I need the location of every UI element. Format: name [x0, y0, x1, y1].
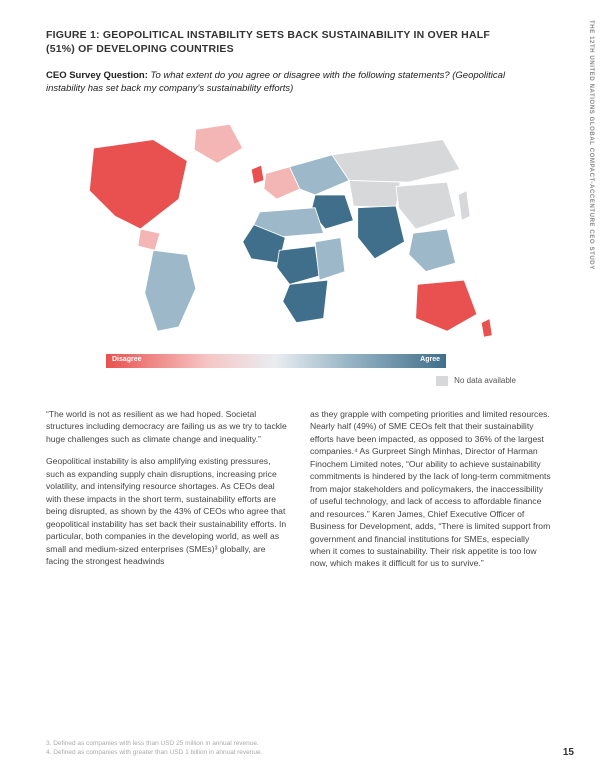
region-central-africa: [277, 246, 320, 284]
region-south-asia: [358, 206, 405, 259]
region-central-america: [138, 229, 160, 250]
region-south-america: [145, 250, 196, 331]
region-central-asia: [349, 180, 400, 207]
legend-disagree-label: Disagree: [112, 356, 142, 363]
body-paragraph: “The world is not as resilient as we had…: [46, 408, 288, 445]
region-southern-africa: [283, 280, 328, 323]
body-column-right: as they grapple with competing prioritie…: [310, 408, 552, 580]
footnote: 4. Defined as companies with greater tha…: [46, 749, 262, 758]
footnote: 3. Defined as companies with less than U…: [46, 740, 262, 749]
region-new-zealand: [481, 318, 492, 337]
region-russia: [332, 140, 460, 183]
legend-agree-label: Agree: [420, 356, 440, 363]
region-north-america: [89, 140, 187, 229]
body-columns: “The world is not as resilient as we had…: [46, 408, 552, 580]
question-label: CEO Survey Question:: [46, 70, 148, 81]
body-column-left: “The world is not as resilient as we had…: [46, 408, 288, 580]
region-greenland: [194, 124, 243, 163]
region-uk-ireland: [251, 165, 264, 184]
region-china: [396, 182, 456, 229]
region-east-africa: [315, 237, 345, 280]
legend-gradient-bar: Disagree Agree: [106, 354, 446, 368]
nodata-label: No data available: [454, 376, 516, 385]
region-australia: [416, 280, 477, 331]
nodata-swatch: [436, 376, 448, 386]
page-content: FIGURE 1: GEOPOLITICAL INSTABILITY SETS …: [0, 0, 600, 592]
footnotes: 3. Defined as companies with less than U…: [46, 740, 262, 758]
body-paragraph: as they grapple with competing prioritie…: [310, 408, 552, 570]
map-legend-gradient: Disagree Agree: [106, 354, 446, 368]
page-number: 15: [563, 747, 574, 758]
survey-question: CEO Survey Question: To what extent do y…: [46, 70, 516, 96]
region-southeast-asia: [409, 229, 456, 272]
figure-title: FIGURE 1: GEOPOLITICAL INSTABILITY SETS …: [46, 28, 506, 56]
map-svg: [46, 114, 516, 344]
body-paragraph: Geopolitical instability is also amplify…: [46, 455, 288, 567]
side-running-header: THE 12TH UNITED NATIONS GLOBAL COMPACT-A…: [588, 20, 594, 270]
world-map-choropleth: [46, 114, 516, 344]
legend-nodata: No data available: [46, 376, 516, 386]
region-japan: [458, 191, 470, 221]
